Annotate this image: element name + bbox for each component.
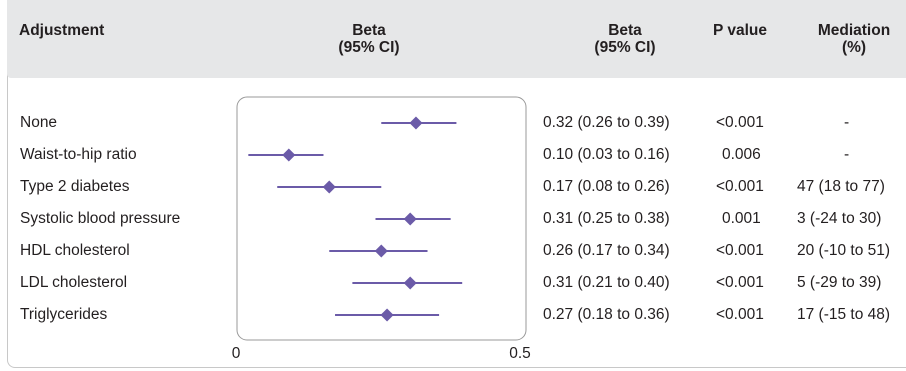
header-adjustment: Adjustment — [19, 22, 105, 39]
header-mediation: Mediation (%) — [817, 22, 891, 56]
beta-value: 0.32 (0.26 to 0.39) — [543, 114, 670, 131]
beta-value: 0.27 (0.18 to 0.36) — [543, 306, 670, 323]
p-value: 0.006 — [722, 146, 761, 163]
mediation-value: - — [844, 114, 850, 131]
row-label: Systolic blood pressure — [20, 210, 181, 227]
table-frame — [7, 0, 906, 368]
x-tick-label: 0 — [232, 345, 241, 362]
p-value: <0.001 — [716, 178, 764, 195]
table-header — [7, 0, 906, 78]
row-label: HDL cholesterol — [20, 242, 130, 259]
beta-value: 0.17 (0.08 to 0.26) — [543, 178, 670, 195]
estimate-marker — [403, 276, 417, 290]
header-beta-plot: Beta (95% CI) — [338, 22, 400, 56]
p-value: 0.001 — [722, 210, 761, 227]
estimate-marker — [409, 116, 423, 130]
mediation-value: 5 (-29 to 39) — [797, 274, 882, 291]
beta-value: 0.26 (0.17 to 0.34) — [543, 242, 670, 259]
x-tick-label: 0.5 — [509, 345, 531, 362]
row-label: Type 2 diabetes — [20, 178, 130, 195]
mediation-value: 20 (-10 to 51) — [797, 242, 891, 259]
mediation-value: 3 (-24 to 30) — [797, 210, 882, 227]
mediation-value: 47 (18 to 77) — [797, 178, 885, 195]
row-label: None — [20, 114, 58, 131]
header-pvalue: P value — [713, 22, 768, 39]
plot-panel — [236, 96, 527, 341]
beta-value: 0.31 (0.21 to 0.40) — [543, 274, 670, 291]
row-label: LDL cholesterol — [20, 274, 128, 291]
estimate-marker — [403, 212, 417, 226]
mediation-value: 17 (-15 to 48) — [797, 306, 891, 323]
p-value: <0.001 — [716, 274, 764, 291]
estimate-marker — [322, 180, 336, 194]
p-value: <0.001 — [716, 242, 764, 259]
estimate-marker — [374, 244, 388, 258]
mediation-value: - — [844, 146, 850, 163]
row-label: Triglycerides — [20, 306, 108, 323]
beta-value: 0.31 (0.25 to 0.38) — [543, 210, 670, 227]
beta-value: 0.10 (0.03 to 0.16) — [543, 146, 670, 163]
estimate-marker — [282, 148, 296, 162]
row-label: Waist-to-hip ratio — [20, 146, 137, 163]
p-value: <0.001 — [716, 114, 764, 131]
header-beta: Beta (95% CI) — [594, 22, 656, 56]
estimate-marker — [380, 308, 394, 322]
p-value: <0.001 — [716, 306, 764, 323]
